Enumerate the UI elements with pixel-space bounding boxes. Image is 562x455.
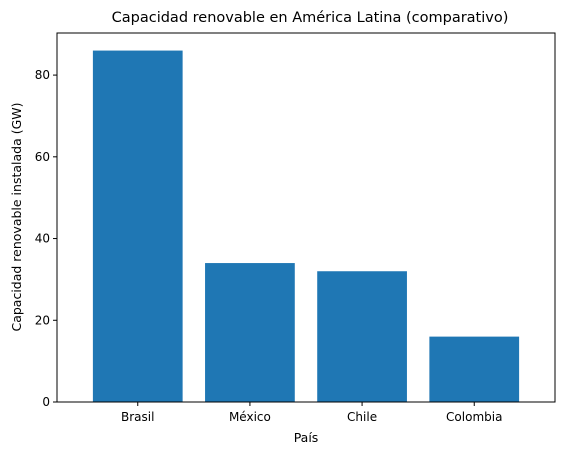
- bar-colombia: [429, 336, 520, 402]
- x-tick-label-chile: Chile: [347, 410, 377, 424]
- bar-méxico: [205, 263, 295, 402]
- x-axis-label: País: [294, 430, 319, 445]
- y-axis-label: Capacidad renovable instalada (GW): [9, 102, 24, 331]
- x-tick-label-colombia: Colombia: [446, 410, 502, 424]
- x-axis-ticks: Brasil México Chile Colombia: [121, 402, 502, 424]
- x-tick-label-brasil: Brasil: [121, 410, 154, 424]
- y-axis-ticks: 0 20 40 60 80: [35, 68, 57, 409]
- y-tick-label: 40: [35, 232, 50, 246]
- bar-brasil: [92, 50, 183, 402]
- y-tick-label: 20: [35, 313, 50, 327]
- y-tick-label: 80: [35, 68, 50, 82]
- plot-frame: [56, 32, 556, 403]
- x-tick-label-méxico: México: [229, 410, 271, 424]
- bars-group: [92, 50, 520, 402]
- chart-title: Capacidad renovable en América Latina (c…: [112, 10, 509, 26]
- bar-chile: [317, 271, 407, 402]
- y-tick-label: 60: [35, 150, 50, 164]
- y-tick-label: 0: [42, 395, 50, 409]
